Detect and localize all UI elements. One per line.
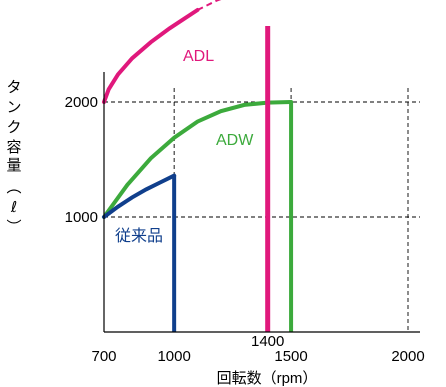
y-axis-title-char-4: 量 xyxy=(6,156,21,174)
x-tick-label-1500: 1500 xyxy=(274,348,307,365)
axis-layer xyxy=(103,72,420,333)
series-label-legacy: 従来品 xyxy=(115,227,163,245)
x-tick-label-2000: 2000 xyxy=(391,348,424,365)
y-axis-title-char-6: ℓ xyxy=(10,198,17,216)
y-tick-label-1000: 1000 xyxy=(65,209,98,226)
y-axis-title-char-1: ン xyxy=(6,98,21,116)
series-layer xyxy=(102,0,294,332)
series-line-adw xyxy=(102,100,294,219)
x-axis-title: 回転数（rpm） xyxy=(217,370,318,387)
y-tick-label-2000: 2000 xyxy=(65,94,98,111)
series-label-adl: ADL xyxy=(183,48,214,65)
series-line-adl-extension xyxy=(197,0,222,11)
y-axis-title-char-2: ク xyxy=(6,118,21,136)
y-axis-title-char-0: タ xyxy=(6,78,21,96)
grid-layer xyxy=(104,88,420,332)
x-tick-label-700: 700 xyxy=(91,348,116,365)
series-line-adl xyxy=(102,8,200,104)
series-label-adw: ADW xyxy=(216,132,254,149)
x-tick-label-1000: 1000 xyxy=(157,348,190,365)
x-tick-label-1400: 1400 xyxy=(251,333,284,350)
y-axis-title-char-5: ︵ xyxy=(6,178,21,196)
y-axis-title-char-3: 容 xyxy=(6,138,21,156)
series-line-legacy xyxy=(102,173,177,219)
y-axis-title-char-7: ︶ xyxy=(6,218,21,236)
